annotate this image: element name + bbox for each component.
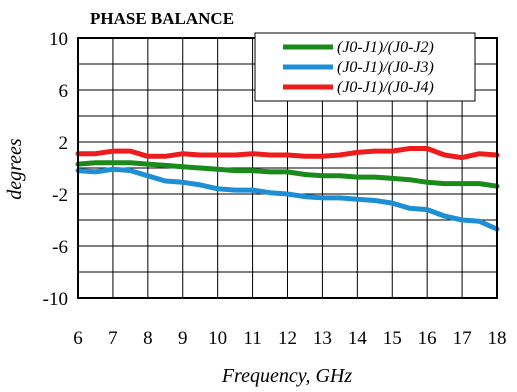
x-tick-label: 15 [383,328,402,349]
x-tick-label: 7 [108,328,118,349]
y-tick-label: 10 [49,29,68,50]
legend-label-1: (J0-J1)/(J0-J2) [337,39,434,56]
legend-label-2: (J0-J1)/(J0-J3) [337,59,434,76]
y-tick-label: -10 [43,289,68,310]
y-tick-label: -2 [52,185,68,206]
x-tick-label: 17 [453,328,472,349]
series-line-2 [75,166,500,232]
x-tick-label: 9 [178,328,188,349]
x-tick-label: 14 [348,328,368,349]
chart-title: PHASE BALANCE [90,9,234,28]
legend: (J0-J1)/(J0-J2) (J0-J1)/(J0-J3) (J0-J1)/(J… [254,32,476,102]
y-axis-label: degrees [4,138,26,200]
x-tick-label: 8 [143,328,153,349]
x-tick-label: 11 [243,328,261,349]
series-line-1 [75,160,500,189]
x-tick-label: 16 [418,328,437,349]
y-tick-label: -6 [52,237,68,258]
x-tick-label: 18 [488,328,507,349]
x-axis-label: Frequency, GHz [221,365,353,387]
x-tick-label: 13 [313,328,332,349]
y-tick-label: 2 [59,133,69,154]
series-layer [75,146,500,232]
legend-label-3: (J0-J1)/(J0-J4) [337,79,434,96]
y-tick-label: 6 [59,81,69,102]
x-tick-label: 6 [73,328,83,349]
series-line-3 [75,146,500,161]
x-tick-label: 12 [278,328,297,349]
x-tick-label: 10 [208,328,227,349]
